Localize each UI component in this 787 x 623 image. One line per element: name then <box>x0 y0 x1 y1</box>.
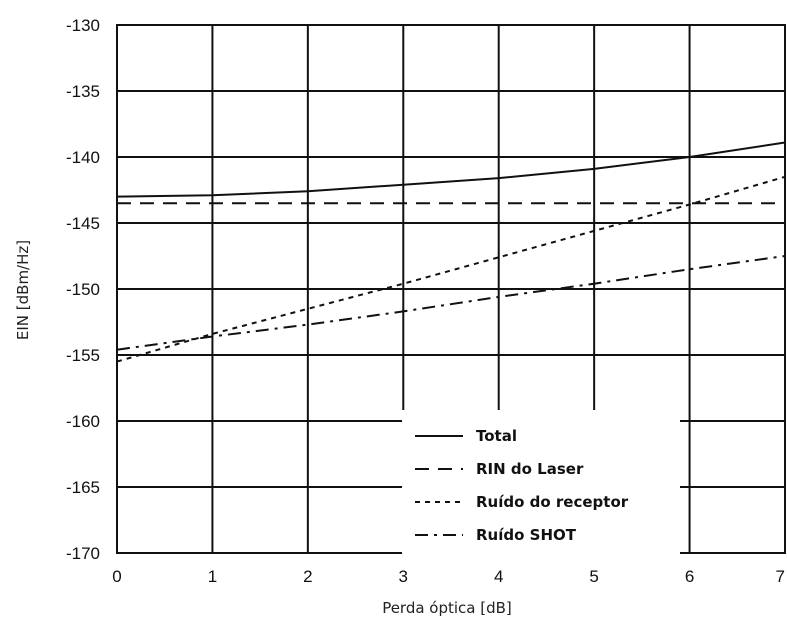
y-tick-label: -130 <box>66 16 100 35</box>
x-axis-label: Perda óptica [dB] <box>382 599 512 617</box>
series-line <box>116 255 786 351</box>
x-tick-label: 2 <box>303 567 312 586</box>
x-tick-label: 0 <box>112 567 121 586</box>
y-axis-label: EIN [dBm/Hz] <box>14 240 32 340</box>
y-tick-label: -140 <box>66 148 100 167</box>
x-tick-label: 5 <box>589 567 598 586</box>
legend-label: Total <box>476 427 517 445</box>
y-tick-label: -155 <box>66 346 100 365</box>
y-tick-label: -160 <box>66 412 100 431</box>
x-tick-label: 7 <box>776 567 785 586</box>
x-tick-label: 1 <box>208 567 217 586</box>
series-line <box>116 141 786 198</box>
y-tick-label: -170 <box>66 544 100 563</box>
series-line <box>116 175 786 363</box>
x-tick-label: 4 <box>494 567 503 586</box>
x-tick-label: 3 <box>399 567 408 586</box>
legend: Total RIN do Laser Ruído do receptor Ruído … <box>402 410 680 560</box>
y-tick-label: -135 <box>66 82 100 101</box>
legend-label: Ruído do receptor <box>476 493 629 511</box>
y-tick-labels: -130 -135 -140 -145 -150 -155 -160 -165 -170 <box>66 16 100 563</box>
y-tick-label: -165 <box>66 478 100 497</box>
legend-label: RIN do Laser <box>476 460 584 478</box>
x-tick-label: 6 <box>685 567 694 586</box>
series-lines <box>116 141 786 363</box>
legend-label: Ruído SHOT <box>476 526 577 544</box>
x-tick-labels: 0 1 2 3 4 5 6 7 <box>112 567 785 586</box>
y-tick-label: -145 <box>66 214 100 233</box>
y-tick-label: -150 <box>66 280 100 299</box>
